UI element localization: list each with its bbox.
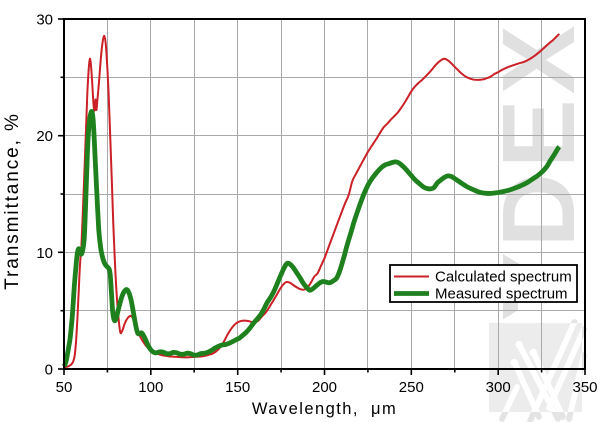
svg-text:350: 350 [572,379,597,396]
svg-text:300: 300 [486,379,511,396]
svg-text:Measured spectrum: Measured spectrum [435,286,568,303]
svg-text:Wavelength, μm: Wavelength, μm [252,400,397,418]
svg-text:20: 20 [36,128,53,145]
svg-text:30: 30 [36,12,53,29]
svg-text:250: 250 [399,379,424,396]
svg-text:100: 100 [138,379,163,396]
svg-text:10: 10 [36,245,53,262]
svg-text:Calculated spectrum: Calculated spectrum [435,269,572,286]
svg-text:0: 0 [45,362,53,379]
svg-text:Transmittance, %: Transmittance, % [2,112,23,290]
svg-text:200: 200 [312,379,337,396]
svg-text:50: 50 [56,379,73,396]
svg-text:150: 150 [225,379,250,396]
